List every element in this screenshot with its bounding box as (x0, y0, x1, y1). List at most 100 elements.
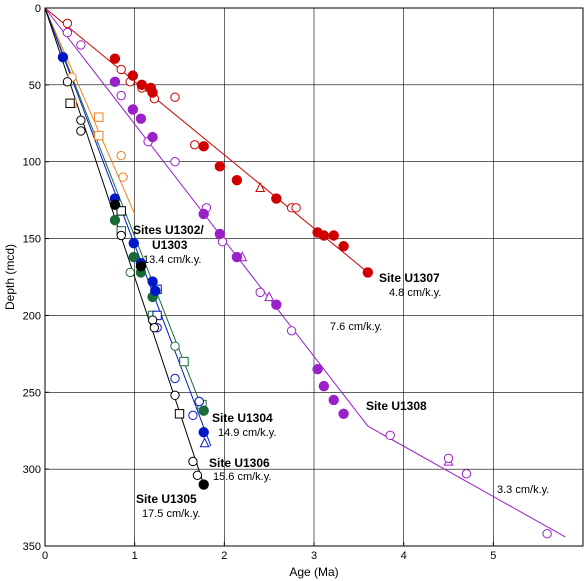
point-circle-u1307 (116, 64, 126, 75)
point-square-u1305 (116, 206, 126, 216)
point-square-u1305 (174, 409, 185, 419)
point-circle-u1305 (62, 77, 73, 87)
y-tick-label: 100 (23, 157, 41, 169)
point-circle-u1305 (76, 126, 86, 136)
point-filled-u1308 (109, 76, 121, 87)
point-filled-u1308 (312, 364, 323, 375)
trend-line-u1308 (44, 7, 566, 538)
point-square-u1302_u1303 (94, 130, 104, 141)
point-circle-u1302_u1303 (116, 150, 126, 161)
point-filled-u1306 (147, 276, 158, 287)
point-circle-u1308 (443, 453, 454, 464)
point-circle-u1307 (62, 18, 73, 29)
point-circle-u1306 (188, 410, 198, 421)
point-filled-u1308 (318, 380, 330, 392)
y-tick-label: 350 (23, 541, 41, 553)
point-circle-u1302_u1303 (118, 172, 128, 182)
x-axis-title: Age (Ma) (289, 565, 338, 579)
point-circle-u1305 (149, 323, 160, 333)
rate-u1308-upper: 7.6 cm/k.y. (330, 321, 382, 333)
point-filled-u1307 (147, 87, 158, 98)
y-tick-label: 250 (23, 387, 41, 399)
label-u1305: Site U1305 (136, 492, 197, 506)
point-circle-u1308 (62, 27, 73, 38)
rate-u1308-lower: 3.3 cm/k.y. (497, 484, 549, 496)
y-axis-title: Depth (mcd) (3, 244, 17, 310)
point-filled-u1307 (362, 267, 374, 278)
x-tick-label: 5 (490, 550, 496, 562)
rate-u1306: 15.6 cm/k.y. (213, 471, 271, 483)
point-filled-u1306 (57, 51, 69, 63)
label-u1302: Sites U1302/ (133, 223, 204, 237)
x-tick-label: 2 (221, 550, 227, 562)
point-filled-u1306 (128, 237, 139, 249)
point-filled-u1305 (198, 479, 209, 490)
point-filled-u1308 (338, 408, 349, 420)
y-tick-label: 0 (35, 3, 41, 15)
point-circle-u1307 (170, 92, 180, 102)
point-filled-u1307 (231, 174, 243, 186)
label-u1303: U1303 (152, 238, 188, 252)
data-points (57, 18, 552, 539)
rate-u1307: 4.8 cm/k.y. (389, 287, 441, 299)
point-square-u1304 (179, 356, 189, 367)
point-filled-u1305 (109, 199, 121, 210)
label-u1306: Site U1306 (209, 456, 270, 470)
point-filled-u1307 (127, 70, 139, 81)
point-triangle-u1307 (255, 182, 266, 193)
point-circle-u1308 (286, 326, 297, 336)
point-circle-u1308 (385, 430, 395, 441)
rate-u1302: 13.4 cm/k.y. (143, 254, 201, 266)
point-circle-u1305 (76, 115, 86, 125)
y-tick-label: 150 (23, 234, 41, 246)
point-filled-u1304 (128, 251, 139, 263)
point-filled-u1308 (198, 208, 209, 220)
rate-u1304: 14.9 cm/k.y. (218, 427, 276, 439)
grid (45, 8, 583, 546)
x-tick-label: 3 (311, 550, 317, 562)
point-circle-u1308 (542, 529, 552, 539)
point-filled-u1308 (328, 394, 339, 406)
label-u1304: Site U1304 (212, 411, 273, 425)
point-square-u1305 (65, 98, 75, 109)
point-filled-u1307 (109, 53, 121, 64)
point-filled-u1304 (109, 214, 121, 226)
y-tick-label: 200 (23, 310, 41, 322)
point-triangle-u1306 (199, 437, 210, 448)
point-filled-u1308 (231, 251, 243, 263)
point-filled-u1307 (328, 230, 339, 241)
point-filled-u1304 (198, 405, 209, 416)
point-filled-u1307 (214, 161, 226, 172)
point-filled-u1308 (147, 131, 158, 143)
label-u1308: Site U1308 (366, 399, 427, 413)
point-filled-u1307 (338, 241, 349, 252)
point-circle-u1308 (255, 287, 265, 298)
point-filled-u1306 (198, 427, 209, 438)
trend-line-u1307 (44, 7, 369, 273)
point-circle-u1308 (76, 40, 86, 50)
point-filled-u1305 (135, 261, 147, 272)
label-u1307: Site U1307 (379, 271, 440, 285)
point-circle-u1304 (170, 341, 180, 351)
point-filled-u1307 (318, 230, 330, 241)
point-filled-u1306 (150, 285, 161, 297)
point-circle-u1305 (147, 315, 158, 325)
x-tick-label: 1 (132, 550, 138, 562)
point-circle-u1305 (188, 456, 198, 467)
trend-line-u1305 (44, 7, 205, 485)
point-circle-u1304 (125, 267, 135, 278)
rate-u1305: 17.5 cm/k.y. (142, 508, 200, 520)
x-tick-label: 0 (42, 550, 48, 562)
point-circle-u1306 (194, 396, 204, 407)
y-tick-label: 300 (23, 464, 41, 476)
point-filled-u1308 (214, 228, 226, 240)
point-filled-u1307 (136, 79, 148, 91)
point-circle-u1305 (116, 230, 126, 241)
point-circle-u1308 (116, 90, 126, 101)
point-filled-u1308 (127, 104, 139, 115)
point-filled-u1308 (271, 299, 282, 310)
y-tick-label: 50 (29, 80, 41, 92)
point-filled-u1307 (271, 193, 282, 204)
point-circle-u1306 (170, 373, 180, 384)
